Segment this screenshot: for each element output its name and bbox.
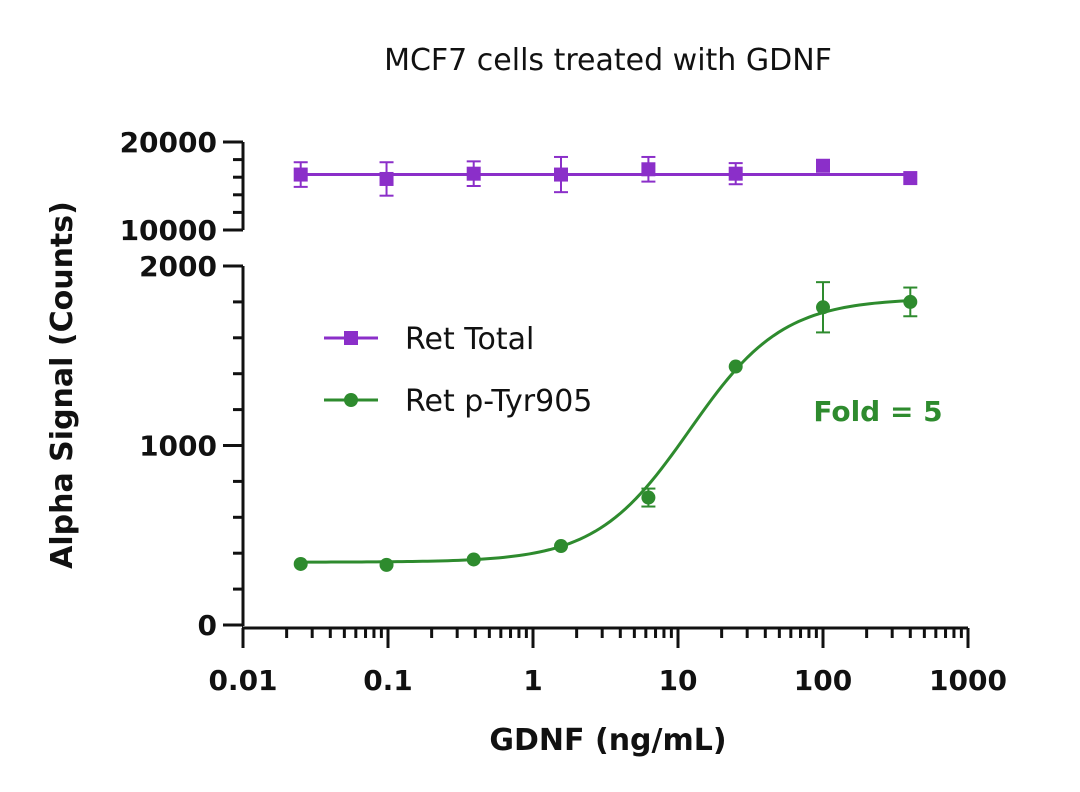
data-point [293,556,308,571]
data-point [466,552,481,567]
chart-title: MCF7 cells treated with GDNF [384,43,832,78]
legend-marker-ret-ptyr905 [344,393,358,407]
data-point [554,167,569,182]
y-tick-label-upper: 20000 [120,126,217,159]
data-point [641,490,656,505]
x-axis-label: GDNF (ng/mL) [489,723,726,758]
legend: Ret Total Ret p-Tyr905 [324,322,592,419]
data-point [379,171,394,186]
legend-label-ret-total: Ret Total [405,322,534,357]
x-tick-label: 1000 [929,664,1007,697]
data-point [728,166,743,181]
y-tick-label-lower: 0 [198,609,217,642]
x-tick-label: 1 [523,664,542,697]
x-tick-label: 10 [659,664,698,697]
data-point [728,359,743,374]
x-tick-label: 0.01 [208,664,277,697]
y-tick-label-lower: 1000 [139,430,217,463]
data-point [293,167,308,182]
series-ret-total [293,155,918,197]
x-tick-label: 0.1 [363,664,413,697]
series-ret-ptyr905 [293,281,918,572]
data-point [903,171,918,186]
legend-marker-ret-total [344,331,358,345]
x-tick-label: 100 [794,664,852,697]
data-point [466,166,481,181]
y-tick-label-upper: 10000 [120,214,217,247]
x-axis: 0.01 0.1 1 10 100 1000 [208,626,1007,697]
data-point [816,158,830,173]
data-point [903,294,918,309]
data-point [554,539,569,554]
legend-label-ret-ptyr905: Ret p-Tyr905 [405,384,592,419]
y-tick-label-lower: 2000 [139,250,217,283]
fit-curve [300,299,911,564]
y-axes: 10000 20000 0 1000 2000 [120,126,245,642]
fold-annotation: Fold = 5 [813,395,942,428]
data-point [379,557,394,572]
data-point [816,300,830,315]
data-point [641,162,656,177]
series-layer [293,155,918,572]
y-axis-label: Alpha Signal (Counts) [45,201,80,569]
